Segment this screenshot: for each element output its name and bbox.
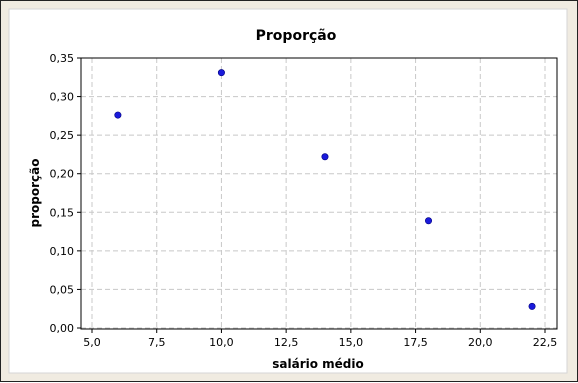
x-tick-label: 10,0 xyxy=(209,336,234,349)
x-tick-label: 20,0 xyxy=(468,336,493,349)
x-tick-label: 22,5 xyxy=(533,336,558,349)
y-tick-label: 0,05 xyxy=(50,283,75,296)
x-tick-label: 12,5 xyxy=(274,336,299,349)
y-tick-label: 0,20 xyxy=(50,168,75,181)
axis-ticks: 5,0 7,5 10,0 12,5 15,0 17,5 20,0 22,5 0,00 0,05 0,… xyxy=(50,52,558,349)
x-tick-label: 5,0 xyxy=(83,336,101,349)
data-points xyxy=(114,69,536,310)
data-point xyxy=(114,111,122,119)
data-point xyxy=(425,217,433,225)
y-tick-label: 0,30 xyxy=(50,91,75,104)
y-tick-label: 0,10 xyxy=(50,245,75,258)
x-axis-label: salário médio xyxy=(272,357,364,371)
x-tick-label: 15,0 xyxy=(339,336,364,349)
y-tick-label: 0,00 xyxy=(50,322,75,335)
y-tick-label: 0,35 xyxy=(50,52,75,65)
chart-background xyxy=(8,8,568,374)
plot-area xyxy=(80,57,558,330)
data-point xyxy=(321,153,329,161)
data-point xyxy=(528,302,536,310)
y-axis-label: proporção xyxy=(28,159,42,228)
y-tick-label: 0,25 xyxy=(50,129,75,142)
y-tick-label: 0,15 xyxy=(50,206,75,219)
x-tick-label: 7,5 xyxy=(148,336,166,349)
data-point xyxy=(217,69,225,77)
chart-title: Proporção xyxy=(256,28,337,44)
x-tick-label: 17,5 xyxy=(403,336,428,349)
